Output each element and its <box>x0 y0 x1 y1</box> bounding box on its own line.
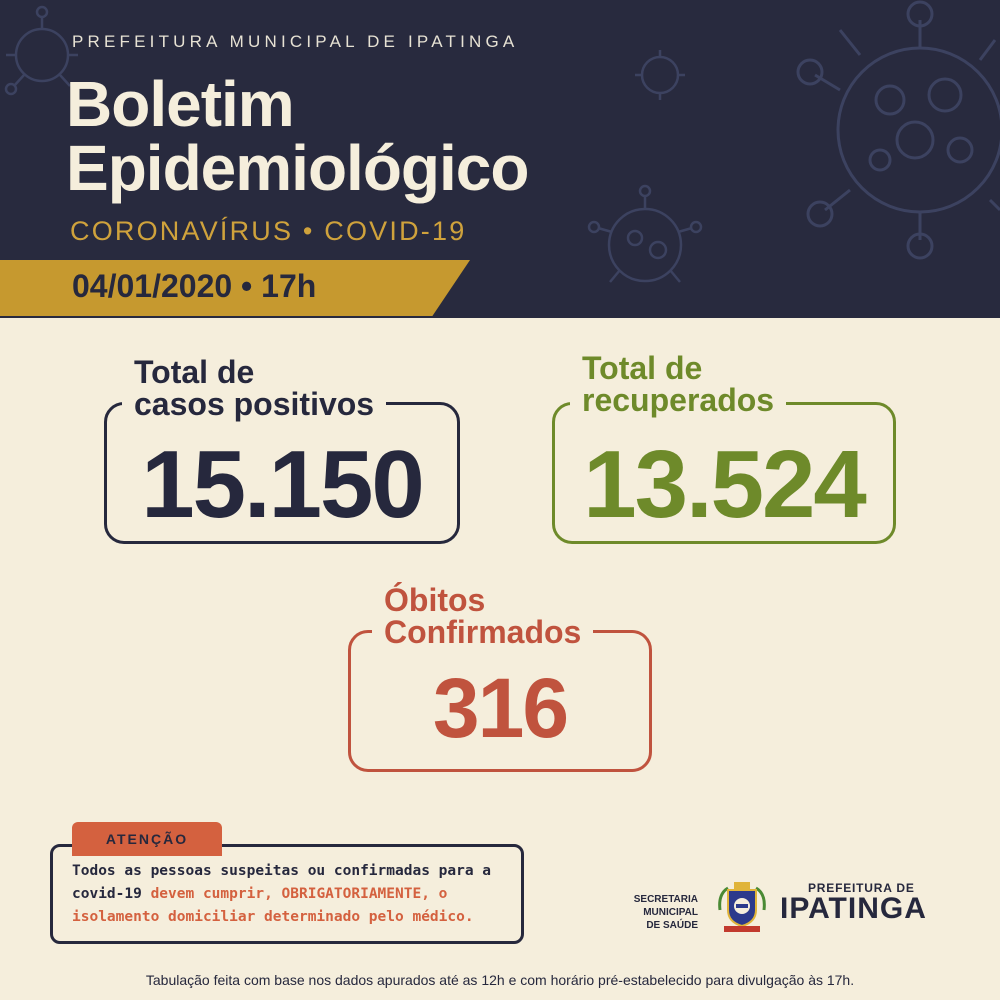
crest-icon <box>718 882 766 932</box>
alert-text-highlight: devem cumprir, OBRIGATORIAMENTE, o isola… <box>72 886 474 925</box>
obitos-label-line-1: Óbitos <box>372 584 594 616</box>
subtitle: CORONAVÍRUS • COVID-19 <box>70 216 467 246</box>
org-title: PREFEITURA MUNICIPAL DE IPATINGA <box>72 32 519 51</box>
alert-text: Todos as pessoas suspeitas ou confirmada… <box>72 860 512 929</box>
positivos-label-line-1: Total de <box>122 356 387 388</box>
title-line-2: Epidemiológico <box>66 132 529 204</box>
alert-tag: ATENÇÃO <box>72 822 222 856</box>
positivos-value: 15.150 <box>141 431 425 538</box>
obitos-value: 316 <box>432 661 569 755</box>
recuperados-label: Total de recuperados <box>570 352 787 416</box>
prefeitura-small: PREFEITURA DE <box>808 881 915 895</box>
alert-text-plain: Todos as pessoas suspeitas ou confirmada… <box>72 863 492 902</box>
bulletin-date: 04/01/2020 • 17h <box>72 268 317 304</box>
positivos-label: Total de casos positivos <box>122 356 387 420</box>
obitos-label: Óbitos Confirmados <box>372 584 594 648</box>
positivos-label-line-2: casos positivos <box>122 388 387 420</box>
prefeitura-big: IPATINGA <box>780 892 927 925</box>
secretaria-line-1: SECRETARIA MUNICIPAL <box>633 894 698 918</box>
obitos-label-line-2: Confirmados <box>372 616 594 648</box>
secretaria-line-2: DE SAÚDE <box>646 920 698 931</box>
title-line-1: Boletim <box>66 68 295 140</box>
page-title: Boletim Epidemiológico <box>66 68 529 204</box>
recuperados-label-line-1: Total de <box>570 352 787 384</box>
date-band <box>0 260 470 316</box>
recuperados-value: 13.524 <box>583 431 867 538</box>
recuperados-label-line-2: recuperados <box>570 384 787 416</box>
secretaria-logo: SECRETARIA MUNICIPAL DE SAÚDE <box>580 893 698 932</box>
virus-icon <box>4 0 1000 283</box>
alert-box <box>50 844 524 944</box>
footer-note: Tabulação feita com base nos dados apura… <box>145 972 855 988</box>
